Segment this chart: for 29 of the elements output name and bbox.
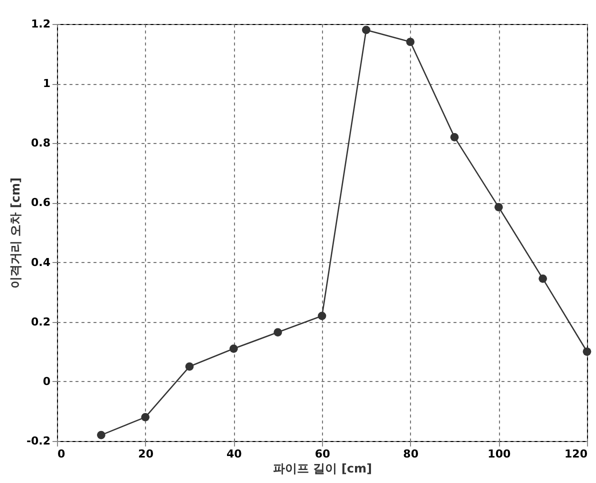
y-tick-label: 1.2 <box>31 18 50 30</box>
point <box>582 347 592 356</box>
x-tick-label: 80 <box>403 448 419 460</box>
x-axis-title: 파이프 길이 [cm] <box>273 462 372 476</box>
point <box>538 274 548 283</box>
y-axis-title: 이격거리 오차 [cm] <box>8 178 22 288</box>
y-tick-label: 1 <box>42 77 50 90</box>
point <box>406 38 415 46</box>
point <box>450 133 459 142</box>
point <box>141 412 150 422</box>
y-tick-label: 0.6 <box>31 196 51 210</box>
x-tick-label: 0 <box>58 448 66 460</box>
y-tick-label: 0.4 <box>31 256 51 269</box>
point <box>362 26 370 34</box>
point <box>274 328 282 336</box>
x-tick-label: 120 <box>564 448 588 460</box>
y-tick-label: 0 <box>42 374 51 388</box>
point <box>494 203 503 212</box>
x-tick-label: 20 <box>138 448 154 460</box>
point <box>96 430 106 440</box>
x-tick-label: 100 <box>488 448 511 460</box>
point <box>229 344 238 353</box>
x-tick-label: 40 <box>226 448 242 460</box>
point <box>185 362 194 371</box>
point <box>318 312 326 320</box>
y-tick-label: -0.2 <box>26 434 50 448</box>
x-tick-label: 60 <box>314 448 330 460</box>
y-tick-label: 0.2 <box>31 315 50 328</box>
y-tick-label: 0.8 <box>31 136 50 150</box>
